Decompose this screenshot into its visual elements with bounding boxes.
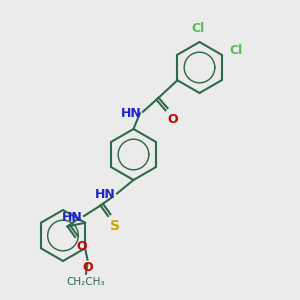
Text: HN: HN [62, 211, 82, 224]
Text: HN: HN [121, 107, 141, 120]
Text: Cl: Cl [229, 44, 242, 57]
Text: O: O [82, 261, 93, 274]
Text: O: O [76, 240, 87, 253]
Text: HN: HN [95, 188, 116, 202]
Text: Cl: Cl [191, 22, 205, 34]
Text: S: S [110, 219, 119, 233]
Text: O: O [167, 113, 178, 126]
Text: CH₂CH₃: CH₂CH₃ [67, 277, 105, 287]
